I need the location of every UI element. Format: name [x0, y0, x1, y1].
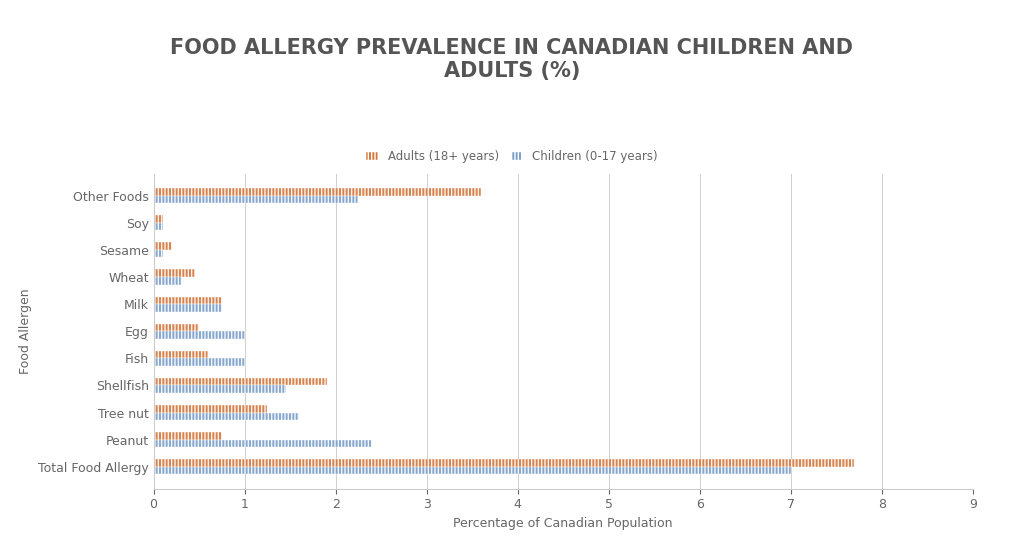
Bar — [154, 188, 481, 195]
Bar — [154, 324, 199, 331]
Bar — [154, 440, 372, 447]
Bar — [154, 413, 299, 420]
Bar — [154, 223, 163, 230]
Bar — [154, 386, 286, 393]
Bar — [154, 358, 245, 366]
Bar — [154, 331, 245, 339]
X-axis label: Percentage of Canadian Population: Percentage of Canadian Population — [454, 517, 673, 530]
Bar — [154, 304, 222, 312]
Bar — [154, 378, 327, 386]
Bar — [154, 269, 195, 277]
Text: FOOD ALLERGY PREVALENCE IN CANADIAN CHILDREN AND
ADULTS (%): FOOD ALLERGY PREVALENCE IN CANADIAN CHIL… — [171, 38, 853, 81]
Bar — [154, 459, 854, 467]
Bar — [154, 351, 208, 358]
Bar — [154, 405, 267, 413]
Legend: Adults (18+ years), Children (0-17 years): Adults (18+ years), Children (0-17 years… — [367, 150, 657, 163]
Bar — [154, 432, 222, 440]
Bar — [154, 250, 163, 257]
Bar — [154, 242, 172, 250]
Y-axis label: Food Allergen: Food Allergen — [19, 288, 33, 374]
Bar — [154, 277, 181, 285]
Bar — [154, 296, 222, 304]
Bar — [154, 467, 791, 475]
Bar — [154, 215, 163, 223]
Bar — [154, 195, 358, 203]
